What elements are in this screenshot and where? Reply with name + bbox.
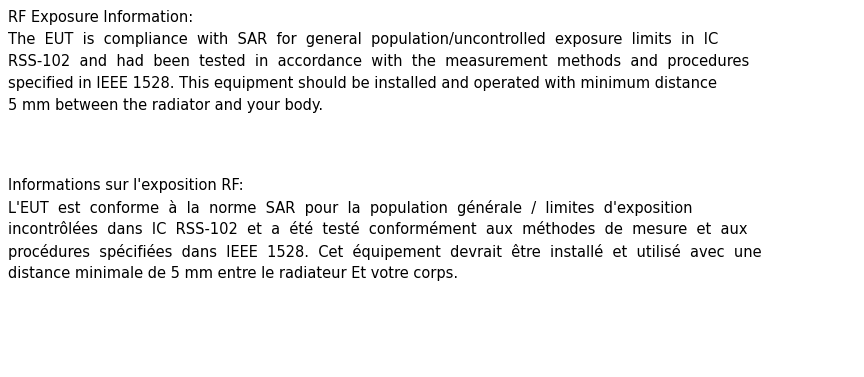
- Text: 5 mm between the radiator and your body.: 5 mm between the radiator and your body.: [8, 98, 323, 113]
- Text: distance minimale de 5 mm entre le radiateur Et votre corps.: distance minimale de 5 mm entre le radia…: [8, 266, 458, 281]
- Text: Informations sur l'exposition RF:: Informations sur l'exposition RF:: [8, 178, 244, 193]
- Text: The  EUT  is  compliance  with  SAR  for  general  population/uncontrolled  expo: The EUT is compliance with SAR for gener…: [8, 32, 718, 47]
- Text: RSS-102  and  had  been  tested  in  accordance  with  the  measurement  methods: RSS-102 and had been tested in accordanc…: [8, 54, 749, 69]
- Text: procédures  spécifiées  dans  IEEE  1528.  Cet  équipement  devrait  être  insta: procédures spécifiées dans IEEE 1528. Ce…: [8, 244, 762, 260]
- Text: RF Exposure Information:: RF Exposure Information:: [8, 10, 194, 25]
- Text: L'EUT  est  conforme  à  la  norme  SAR  pour  la  population  générale  /  limi: L'EUT est conforme à la norme SAR pour l…: [8, 200, 693, 216]
- Text: specified in IEEE 1528. This equipment should be installed and operated with min: specified in IEEE 1528. This equipment s…: [8, 76, 717, 91]
- Text: incontrôlées  dans  IC  RSS-102  et  a  été  testé  conformément  aux  méthodes : incontrôlées dans IC RSS-102 et a été te…: [8, 222, 747, 237]
